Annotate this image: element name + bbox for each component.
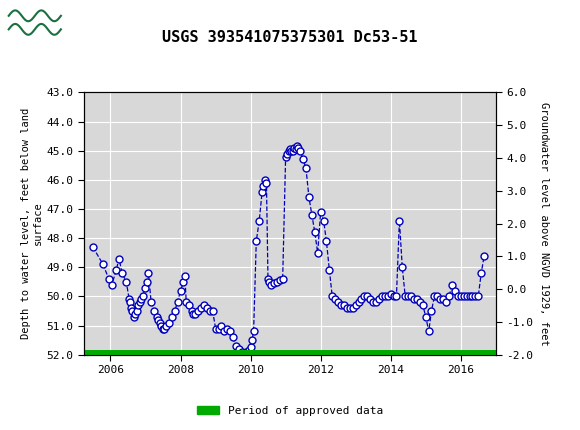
Y-axis label: Depth to water level, feet below land
surface: Depth to water level, feet below land su… [21,108,42,339]
Y-axis label: Groundwater level above NGVD 1929, feet: Groundwater level above NGVD 1929, feet [539,102,549,345]
Text: USGS: USGS [72,14,128,31]
Legend: Period of approved data: Period of approved data [193,401,387,420]
Text: USGS 393541075375301 Dc53-51: USGS 393541075375301 Dc53-51 [162,30,418,45]
Bar [84,350,496,355]
Bar [6,3,64,42]
